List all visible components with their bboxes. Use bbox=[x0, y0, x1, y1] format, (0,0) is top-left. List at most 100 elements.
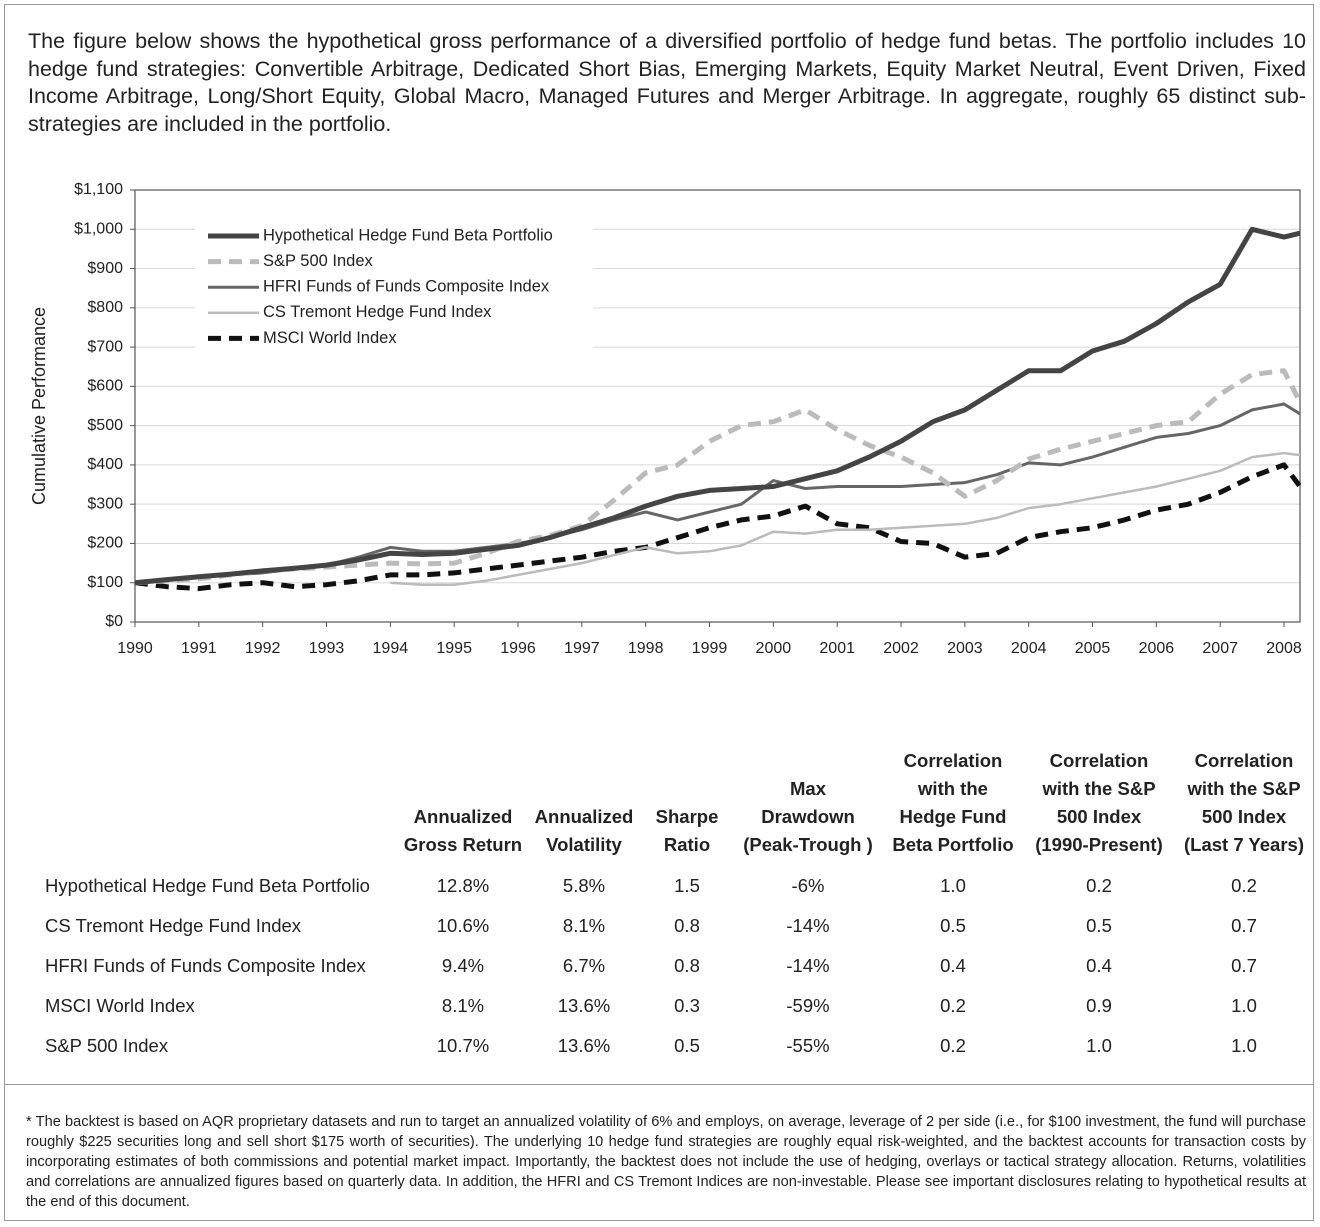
x-tick-label: 2007 bbox=[1202, 640, 1238, 657]
x-tick-label: 1992 bbox=[245, 640, 281, 657]
column-header: 500 Index bbox=[1202, 806, 1287, 827]
chart: $0 $100 $200 $300 $400 $500 $600 $700 $800 $900 $1… bbox=[29, 181, 1304, 1056]
column-header: Correlation bbox=[1195, 750, 1294, 771]
x-tick-label: 1996 bbox=[500, 640, 536, 657]
column-header: Annualized bbox=[535, 806, 634, 827]
table-cell: 5.8% bbox=[563, 875, 605, 896]
table-cell: 0.2 bbox=[940, 1035, 966, 1056]
y-tick-label: $400 bbox=[87, 456, 123, 473]
column-header: with the bbox=[917, 778, 988, 799]
legend-box bbox=[195, 222, 593, 350]
row-label: Hypothetical Hedge Fund Beta Portfolio bbox=[45, 875, 370, 896]
footnote: * The backtest is based on AQR proprieta… bbox=[26, 1114, 1306, 1210]
table-cell: 0.8 bbox=[674, 955, 700, 976]
column-header: Correlation bbox=[1050, 750, 1149, 771]
y-tick-label: $100 bbox=[87, 574, 123, 591]
table-cell: -59% bbox=[786, 995, 829, 1016]
table-cell: 0.4 bbox=[940, 955, 966, 976]
column-header: (Peak-Trough ) bbox=[743, 834, 873, 855]
column-header: Annualized bbox=[414, 806, 513, 827]
column-header: with the S&P bbox=[1041, 778, 1155, 799]
legend-label: CS Tremont Hedge Fund Index bbox=[263, 303, 492, 321]
table-cell: -14% bbox=[786, 955, 829, 976]
table-cell: 10.6% bbox=[437, 915, 489, 936]
table-cell: 10.7% bbox=[437, 1035, 489, 1056]
table-cell: 0.2 bbox=[940, 995, 966, 1016]
row-label: CS Tremont Hedge Fund Index bbox=[45, 915, 302, 936]
table-cell: 0.2 bbox=[1231, 875, 1257, 896]
column-header: Gross Return bbox=[404, 834, 522, 855]
series-line bbox=[390, 451, 1301, 586]
y-tick-label: $1,000 bbox=[74, 220, 123, 237]
column-header: Max bbox=[790, 778, 827, 799]
column-header: (Last 7 Years) bbox=[1184, 834, 1304, 855]
x-tick-label: 1997 bbox=[564, 640, 600, 657]
table-cell: 0.2 bbox=[1086, 875, 1112, 896]
x-tick-label: 1993 bbox=[309, 640, 345, 657]
table-cell: 0.5 bbox=[1086, 915, 1112, 936]
table-cell: 0.4 bbox=[1086, 955, 1112, 976]
column-header: Sharpe bbox=[656, 806, 719, 827]
table-cell: 0.7 bbox=[1231, 915, 1257, 936]
table-cell: 0.5 bbox=[674, 1035, 700, 1056]
y-tick-label: $900 bbox=[87, 260, 123, 277]
table-cell: 1.0 bbox=[1231, 995, 1257, 1016]
column-header: 500 Index bbox=[1057, 806, 1142, 827]
x-tick-label: 1999 bbox=[692, 640, 728, 657]
legend-label: Hypothetical Hedge Fund Beta Portfolio bbox=[263, 226, 553, 244]
column-header: Ratio bbox=[664, 834, 710, 855]
x-tick-label: 1995 bbox=[436, 640, 472, 657]
column-header: (1990-Present) bbox=[1035, 834, 1163, 855]
y-tick-label: $300 bbox=[87, 495, 123, 512]
y-tick-label: $0 bbox=[105, 613, 123, 630]
row-label: MSCI World Index bbox=[45, 995, 196, 1016]
x-tick-label: 1994 bbox=[373, 640, 409, 657]
table-cell: 1.5 bbox=[674, 875, 700, 896]
x-tick-label: 1998 bbox=[628, 640, 664, 657]
column-header: Correlation bbox=[904, 750, 1003, 771]
column-header: Drawdown bbox=[761, 806, 855, 827]
y-axis-label: Cumulative Performance bbox=[29, 307, 49, 505]
y-tick-label: $700 bbox=[87, 338, 123, 355]
table-cell: 1.0 bbox=[940, 875, 966, 896]
y-tick-label: $800 bbox=[87, 299, 123, 316]
table-cell: -6% bbox=[792, 875, 825, 896]
x-tick-label: 2004 bbox=[1011, 640, 1047, 657]
x-tick-label: 2002 bbox=[883, 640, 919, 657]
row-label: HFRI Funds of Funds Composite Index bbox=[45, 955, 367, 976]
legend-label: MSCI World Index bbox=[263, 329, 397, 347]
plot-frame bbox=[134, 189, 1301, 623]
table-cell: 0.7 bbox=[1231, 955, 1257, 976]
y-tick-label: $500 bbox=[87, 417, 123, 434]
y-tick-label: $200 bbox=[87, 535, 123, 552]
x-tick-label: 2008 bbox=[1266, 640, 1302, 657]
table-cell: 0.3 bbox=[674, 995, 700, 1016]
table-cell: -14% bbox=[786, 915, 829, 936]
x-tick-label: 2001 bbox=[819, 640, 855, 657]
series-line bbox=[134, 226, 1301, 586]
x-tick-label: 2006 bbox=[1139, 640, 1175, 657]
table-cell: 12.8% bbox=[437, 875, 489, 896]
table-cell: 8.1% bbox=[442, 995, 484, 1016]
column-header: with the S&P bbox=[1186, 778, 1300, 799]
x-tick-label: 2000 bbox=[756, 640, 792, 657]
legend-label: HFRI Funds of Funds Composite Index bbox=[263, 278, 550, 296]
intro-text: The figure below shows the hypothetical … bbox=[28, 29, 1306, 136]
x-tick-label: 1990 bbox=[117, 640, 153, 657]
table-cell: 9.4% bbox=[442, 955, 484, 976]
table-cell: 0.9 bbox=[1086, 995, 1112, 1016]
y-tick-label: $600 bbox=[87, 378, 123, 395]
row-label: S&P 500 Index bbox=[45, 1035, 169, 1056]
frame bbox=[4, 4, 1314, 1221]
column-header: Volatility bbox=[546, 834, 622, 855]
table-cell: 13.6% bbox=[558, 1035, 610, 1056]
table-cell: 1.0 bbox=[1231, 1035, 1257, 1056]
x-tick-label: 2005 bbox=[1075, 640, 1111, 657]
y-tick-label: $1,100 bbox=[74, 181, 123, 198]
table-cell: 0.8 bbox=[674, 915, 700, 936]
column-header: Hedge Fund bbox=[900, 806, 1007, 827]
x-tick-label: 2003 bbox=[947, 640, 983, 657]
column-header: Beta Portfolio bbox=[892, 834, 1013, 855]
table-cell: 8.1% bbox=[563, 915, 605, 936]
